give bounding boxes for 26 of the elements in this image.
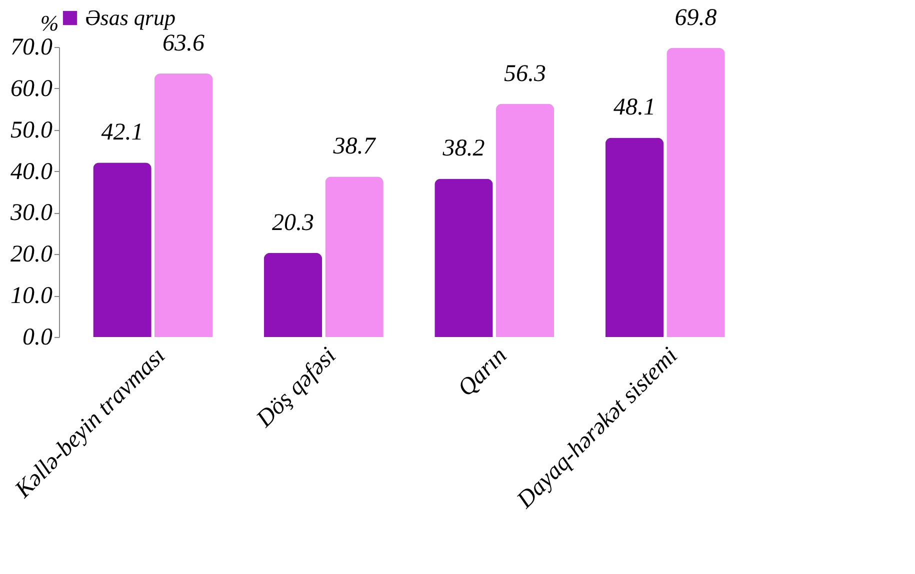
bar (264, 252, 322, 337)
bar (605, 138, 664, 337)
data-label: 48.1 (613, 94, 656, 121)
y-tick-label: 0.0 (22, 324, 52, 350)
data-label: 38.7 (332, 134, 376, 160)
data-label: 38.2 (442, 136, 485, 162)
data-label: 42.1 (101, 120, 144, 146)
data-label: 56.3 (504, 60, 546, 87)
legend-label: Əsas qrup (85, 5, 176, 30)
data-label: 69.8 (674, 4, 717, 31)
y-tick-label: 10.0 (10, 283, 52, 310)
bar (434, 178, 493, 337)
y-tick-label: 60.0 (10, 76, 52, 102)
y-axis-title: % (40, 10, 59, 36)
bar (93, 162, 152, 337)
y-tick-label: 70.0 (10, 34, 52, 60)
y-tick-label: 20.0 (10, 242, 52, 268)
y-tick-label: 40.0 (10, 158, 52, 185)
data-label: 63.6 (162, 30, 205, 57)
bar (325, 176, 384, 337)
y-tick-label: 30.0 (10, 200, 52, 226)
bar (666, 48, 725, 337)
bar (496, 104, 554, 337)
bar (154, 74, 213, 337)
data-label: 20.3 (272, 210, 314, 236)
y-tick-label: 50.0 (10, 117, 52, 144)
